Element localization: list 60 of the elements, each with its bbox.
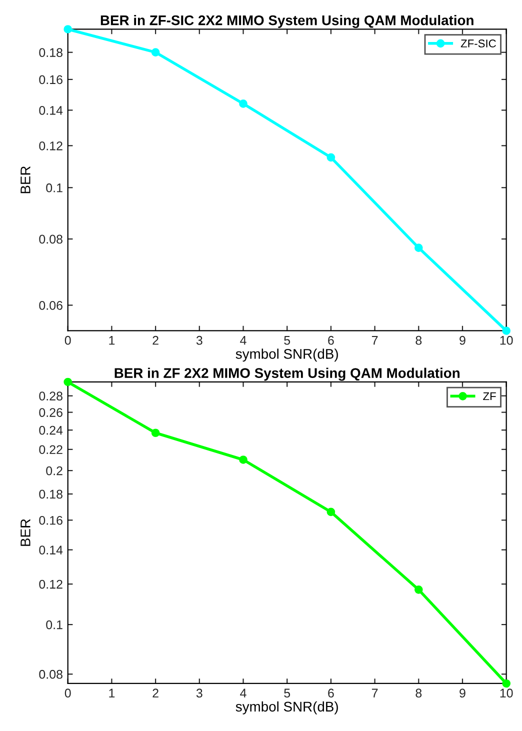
y-tick-label: 0.1 [46,620,62,630]
x-tick-label: 0 [64,688,71,698]
point [414,586,423,594]
x-tick-label: 8 [416,688,422,698]
point [64,378,72,386]
x-tick-label: 8 [416,336,422,345]
x-tick-label: 10 [500,336,513,345]
y-tick-label: 0.08 [39,234,62,244]
point [502,326,511,335]
y-tick-label: 0.14 [39,106,63,115]
x-tick-label: 1 [109,336,115,345]
x-tick-label: 7 [372,336,378,345]
x-tick-label: 2 [152,688,158,698]
x-tick-label: 0 [64,336,71,345]
y-axis-title: BER [20,166,30,194]
point [64,25,72,34]
y-tick-label: 0.26 [39,408,62,417]
y-tick-label: 0.16 [39,516,62,525]
y-tick-label: 0.12 [39,141,62,150]
x-axis-title: symbol SNR(dB) [236,701,338,714]
x-tick-label: 10 [500,688,513,698]
x-tick-label: 3 [196,688,202,698]
x-tick-label: 7 [372,688,378,698]
legend-label: ZF-SIC [460,40,496,48]
x-tick-label: 2 [152,336,158,345]
point [151,428,160,438]
point [414,244,423,252]
y-tick-label: 0.18 [39,48,62,57]
x-tick-label: 4 [240,688,246,698]
y-tick-label: 0.06 [39,301,62,310]
chart-title: BER in ZF-SIC 2X2 MIMO System Using QAM Modulation [100,15,474,28]
x-tick-label: 6 [328,688,334,698]
point [326,508,336,516]
point [239,100,248,108]
y-tick-label: 0.12 [39,580,62,589]
point [151,48,160,57]
x-tick-label: 9 [460,688,466,698]
y-tick-label: 0.28 [39,392,62,400]
legend-label: ZF [483,392,496,400]
x-tick-label: 5 [284,336,290,345]
x-tick-label: 4 [240,336,246,345]
x-tick-label: 1 [109,688,115,698]
x-tick-label: 5 [284,688,290,698]
point [502,679,511,688]
y-tick-label: 0.24 [39,426,63,435]
y-tick-label: 0.14 [39,546,63,554]
y-tick-label: 0.18 [39,490,62,499]
point [239,456,248,464]
y-tick-label: 0.16 [39,75,62,84]
x-tick-label: 6 [328,336,334,345]
point [326,153,336,162]
y-tick-label: 0.2 [46,466,62,476]
y-tick-label: 0.1 [46,183,62,192]
x-axis-title: symbol SNR(dB) [236,348,338,362]
y-axis-title: BER [20,519,30,546]
chart-title: BER in ZF 2X2 MIMO System Using QAM Modulation [114,368,460,381]
x-tick-label: 3 [196,336,202,345]
y-tick-label: 0.08 [39,670,62,679]
x-tick-label: 9 [460,336,466,345]
y-tick-label: 0.22 [39,445,62,454]
